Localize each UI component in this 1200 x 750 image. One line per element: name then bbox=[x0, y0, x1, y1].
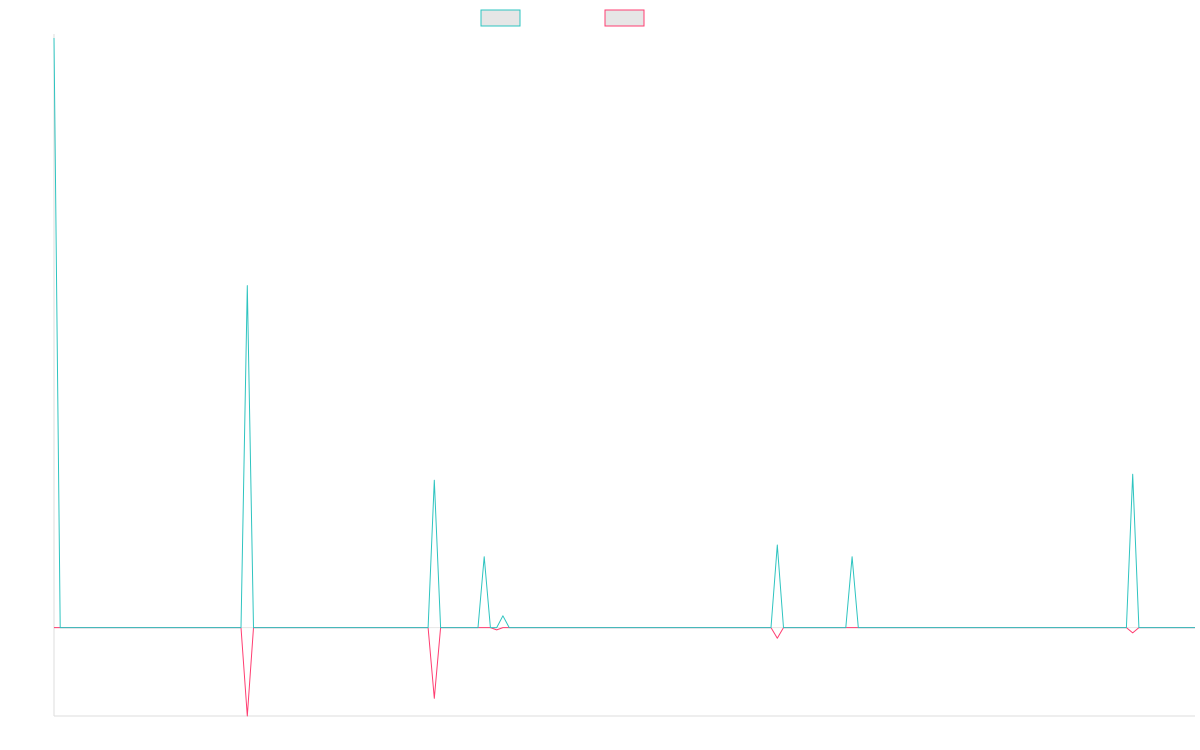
series-line-2 bbox=[54, 627, 1195, 717]
legend-swatch-1[interactable] bbox=[480, 9, 521, 27]
legend-swatch-2[interactable] bbox=[604, 9, 645, 27]
series-line-1 bbox=[53, 37, 1195, 629]
series-layer bbox=[53, 37, 1195, 717]
legend[interactable] bbox=[480, 9, 645, 27]
